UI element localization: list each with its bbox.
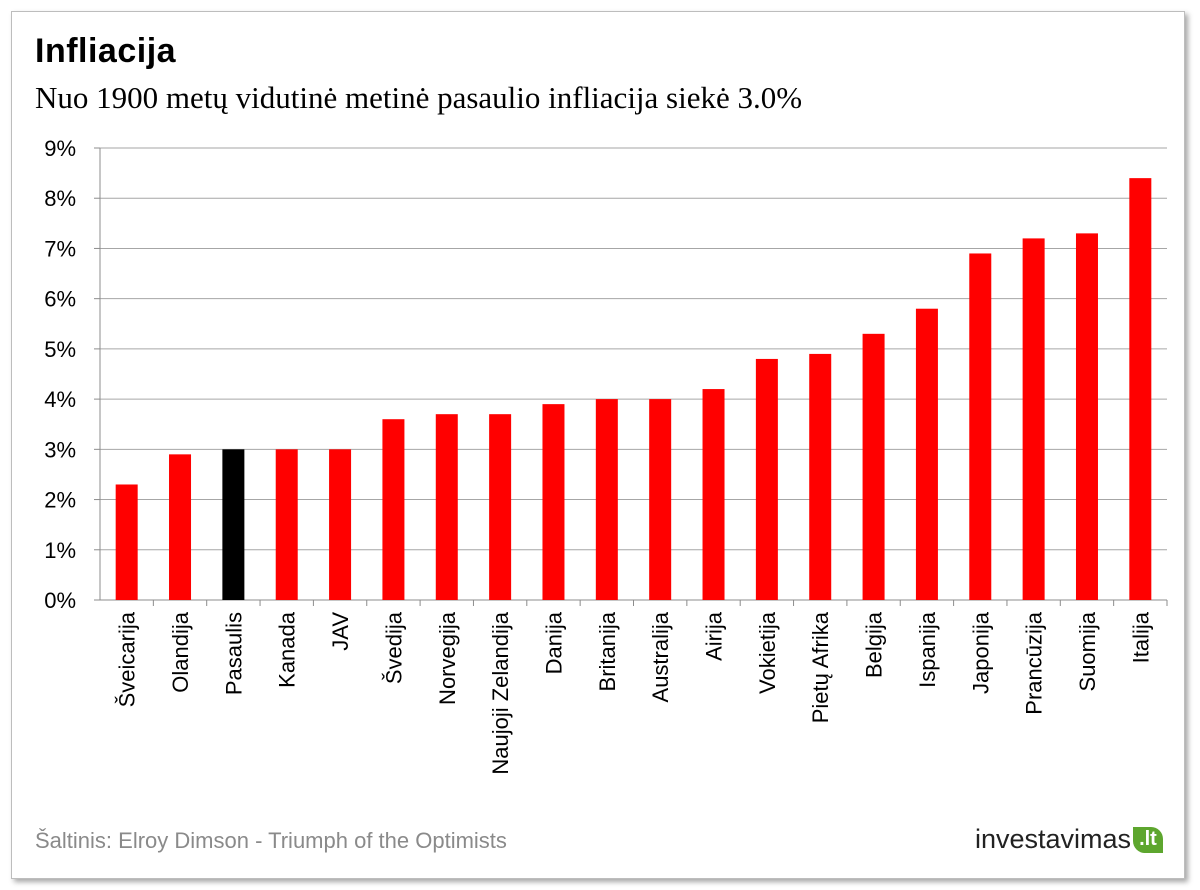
x-tick-label: Šveicarija <box>115 611 140 707</box>
y-tick-label: 6% <box>44 287 76 312</box>
x-tick-label: JAV <box>328 612 353 651</box>
y-tick-label: 3% <box>44 437 76 462</box>
x-tick-label: Prancūzija <box>1022 611 1047 714</box>
bar <box>222 449 245 600</box>
investavimas-logo: investavimas .lt <box>975 824 1163 855</box>
x-tick-label: Pasaulis <box>221 612 246 695</box>
bar <box>649 399 672 600</box>
bar <box>915 308 938 600</box>
x-tick-label: Japonija <box>968 611 993 694</box>
bar <box>382 419 405 600</box>
x-tick-label: Ispanija <box>915 611 940 688</box>
bar <box>1022 238 1045 600</box>
x-tick-label: Olandija <box>168 611 193 692</box>
y-tick-label: 5% <box>44 337 76 362</box>
bar <box>275 449 298 600</box>
x-tick-label: Naujoji Zelandija <box>488 611 513 774</box>
source-note: Šaltinis: Elroy Dimson - Triumph of the … <box>35 828 507 853</box>
x-tick-label: Belgija <box>862 611 887 678</box>
x-tick-label: Italija <box>1128 611 1153 663</box>
x-tick-label: Australija <box>648 611 673 702</box>
x-tick-label: Kanada <box>275 611 300 688</box>
logo-suffix: .lt <box>1133 826 1163 853</box>
x-tick-label: Britanija <box>595 611 620 691</box>
x-tick-label: Pietų Afrika <box>808 611 833 723</box>
bar <box>115 484 138 600</box>
y-tick-label: 9% <box>44 136 76 161</box>
chart-subtitle: Nuo 1900 metų vidutinė metinė pasaulio i… <box>35 80 803 115</box>
x-tick-label: Danija <box>541 611 566 674</box>
bar <box>755 358 778 600</box>
x-tick-label: Suomija <box>1075 611 1100 691</box>
bar <box>702 389 725 600</box>
y-tick-label: 7% <box>44 236 76 261</box>
y-tick-label: 4% <box>44 387 76 412</box>
bar <box>169 454 192 600</box>
bar <box>435 414 458 600</box>
bar <box>1129 178 1152 600</box>
logo-text: investavimas <box>975 824 1132 854</box>
chart-title: Infliacija <box>35 32 177 70</box>
bar <box>329 449 352 600</box>
x-tick-label: Vokietija <box>755 611 780 694</box>
bar <box>862 333 885 600</box>
bar <box>809 353 832 600</box>
y-tick-label: 2% <box>44 488 76 513</box>
bar <box>1075 233 1098 600</box>
y-tick-label: 0% <box>44 588 76 613</box>
y-tick-label: 8% <box>44 186 76 211</box>
y-tick-label: 1% <box>44 538 76 563</box>
bar <box>595 399 618 600</box>
x-tick-label: Airija <box>702 611 727 661</box>
x-tick-label: Norvegija <box>435 611 460 705</box>
bar <box>489 414 512 600</box>
bar <box>542 404 565 600</box>
bar <box>969 253 992 600</box>
x-tick-label: Švedija <box>381 611 406 684</box>
